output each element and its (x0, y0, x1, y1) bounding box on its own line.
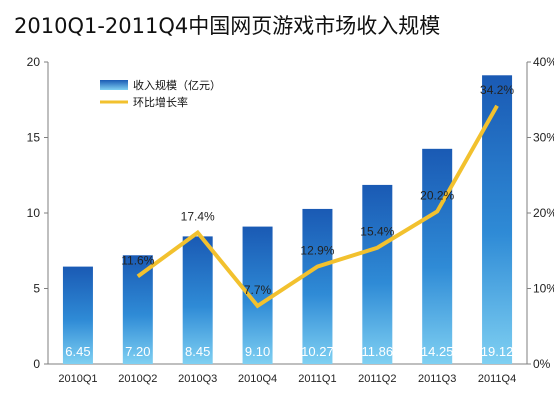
y-right-tick-label: 40% (533, 55, 554, 69)
growth-line-series (136, 104, 499, 309)
growth-value-label: 20.2% (420, 188, 454, 202)
bar (362, 184, 393, 364)
x-tick-label: 2010Q1 (58, 373, 97, 385)
chart-title: 2010Q1-2011Q4中国网页游戏市场收入规模 (14, 14, 440, 38)
bar (302, 208, 333, 364)
bar-value-label: 14.25 (421, 344, 454, 359)
y-left-tick-label: 5 (33, 282, 40, 296)
bar-value-label: 19.12 (481, 344, 514, 359)
bar-value-labels: 6.45 7.20 8.45 9.10 10.27 11.86 14.25 19.12 (65, 344, 513, 359)
bar-series (62, 75, 513, 365)
legend: 收入规模（亿元） 环比增长率 (100, 78, 221, 109)
x-tick-label: 2011Q4 (478, 373, 516, 385)
y-right-tick-label: 30% (533, 131, 554, 145)
y-left-tick-label: 15 (27, 131, 41, 145)
bar-value-label: 9.10 (245, 344, 270, 359)
x-tick-label: 2011Q2 (358, 373, 396, 385)
bar (62, 266, 93, 364)
y-left-tick-labels: 0 5 10 15 20 (27, 55, 48, 371)
y-right-tick-label: 10% (533, 282, 554, 296)
y-left-tick-label: 10 (27, 206, 41, 220)
bar (482, 75, 513, 365)
growth-value-label: 15.4% (360, 225, 394, 239)
growth-value-label: 11.6% (121, 253, 154, 267)
bar (122, 255, 153, 364)
growth-value-label: 17.4% (181, 210, 215, 224)
x-tick-label: 2010Q3 (178, 373, 217, 385)
x-tick-label: 2011Q1 (298, 373, 336, 385)
y-right-tick-labels: 0% 10% 20% 30% 40% (527, 55, 554, 371)
growth-value-label: 7.7% (244, 283, 272, 297)
y-right-tick-label: 0% (533, 357, 551, 371)
bar-value-label: 6.45 (65, 344, 90, 359)
bar (182, 236, 213, 364)
bar-value-label: 11.86 (362, 344, 394, 359)
growth-value-label: 34.2% (480, 83, 514, 97)
legend-label-bar: 收入规模（亿元） (133, 78, 221, 92)
growth-line (136, 104, 499, 309)
y-right-tick-label: 20% (533, 206, 554, 220)
bar-value-label: 8.45 (185, 344, 210, 359)
growth-value-labels: 11.6% 17.4% 7.7% 12.9% 15.4% 20.2% 34.2% (121, 83, 514, 297)
bar-value-label: 10.27 (301, 344, 334, 359)
growth-value-label: 12.9% (300, 244, 334, 258)
x-tick-label: 2010Q4 (238, 373, 277, 385)
legend-label-line: 环比增长率 (133, 95, 188, 109)
x-tick-labels: 2010Q1 2010Q2 2010Q3 2010Q4 2011Q1 2011Q2 2011… (58, 373, 516, 385)
y-left-tick-label: 20 (27, 55, 41, 69)
x-tick-label: 2010Q2 (118, 373, 157, 385)
legend-swatch-bar (100, 80, 128, 90)
bar-value-label: 7.20 (125, 344, 150, 359)
y-left-tick-label: 0 (33, 357, 40, 371)
x-tick-label: 2011Q3 (418, 373, 456, 385)
bar (422, 148, 453, 364)
